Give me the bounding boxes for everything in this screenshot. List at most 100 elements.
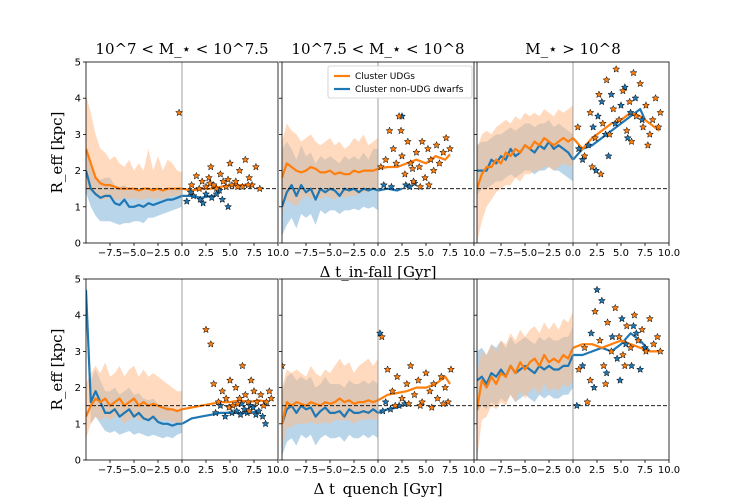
udg-star-point <box>414 376 423 384</box>
y-tick-label: 1 <box>75 202 81 213</box>
udg-star-point <box>651 93 660 102</box>
udg-star-point <box>233 182 242 191</box>
column-title: M_⋆ > 10^8 <box>525 40 621 58</box>
udg-star-point <box>231 177 240 185</box>
y-tick-label: 0 <box>75 239 81 250</box>
udg-star-point <box>251 162 260 171</box>
udg-star-point <box>586 376 595 384</box>
udg-star-point <box>656 347 665 355</box>
dwarf-star-point <box>621 339 630 348</box>
udg-star-point <box>425 386 434 395</box>
udg-star-point <box>212 184 221 193</box>
dwarf-star-point <box>261 419 270 428</box>
column-title: 10^7 < M_⋆ < 10^7.5 <box>95 40 268 58</box>
udg-star-point <box>218 386 227 395</box>
y-tick-label: 5 <box>75 275 81 286</box>
dwarf-star-point <box>607 90 616 99</box>
x-tick-label: 5.0 <box>613 248 629 259</box>
udg-star-point <box>586 108 595 117</box>
udg-star-point <box>432 140 441 149</box>
udg-star-point <box>435 159 444 167</box>
x-tick-label: 2.5 <box>394 465 410 476</box>
dwarf-star-point <box>186 188 195 196</box>
udg-star-point <box>437 372 446 381</box>
y-axis-label: R_eff [kpc] <box>48 329 66 411</box>
x-tick-label: 7.5 <box>442 465 458 476</box>
udg-star-point <box>416 401 425 410</box>
udg-star-point <box>192 171 201 180</box>
dwarf-star-point <box>632 329 641 337</box>
udg-star-point <box>256 390 265 399</box>
udg-star-point <box>445 144 455 153</box>
udg-star-point <box>195 184 204 193</box>
x-tick-label: 10.0 <box>658 248 680 259</box>
y-tick-label: 2 <box>75 166 81 177</box>
x-tick-label: 0.0 <box>565 465 581 476</box>
udg-star-point <box>442 133 451 142</box>
udg-star-point <box>632 112 641 120</box>
udg-star-point <box>429 166 438 175</box>
x-tick-label: −7.5 <box>294 465 318 476</box>
x-tick-label: 10.0 <box>658 465 680 476</box>
udg-star-point <box>204 173 213 182</box>
udg-star-point <box>265 386 274 395</box>
y-tick-label: 4 <box>75 94 81 105</box>
udg-star-point <box>406 361 415 370</box>
x-tick-label: −7.5 <box>98 248 122 259</box>
x-tick-label: 7.5 <box>442 248 458 259</box>
x-tick-label: −2.5 <box>537 248 561 259</box>
y-tick-label: 5 <box>75 58 81 69</box>
legend-label: Cluster UDGs <box>355 72 415 82</box>
dwarf-star-point <box>189 191 198 200</box>
udg-star-point <box>648 115 657 124</box>
column-title: 10^7.5 < M_⋆ < 10^8 <box>291 40 464 58</box>
x-tick-label: 0.0 <box>174 248 190 259</box>
x-tick-label: 7.5 <box>637 465 653 476</box>
panel-r0-c0: −7.5 −5.0 −2.5 0.0 2.5 5.0 7.5 10.0 0 1 2 3 4 5 <box>75 58 290 260</box>
x-tick-label: 5.0 <box>222 465 238 476</box>
dwarf-star-point <box>631 93 640 102</box>
udg-star-point <box>596 169 605 178</box>
udg-star-point <box>410 390 419 399</box>
x-tick-label: 5.0 <box>222 248 238 259</box>
udg-star-point <box>222 182 231 191</box>
udg-star-point <box>420 173 430 182</box>
dwarf-star-point <box>629 321 638 330</box>
udg-post-line <box>572 111 661 150</box>
udg-star-point <box>421 368 431 377</box>
dwarf-star-point <box>578 155 587 164</box>
udg-post-line <box>377 375 451 402</box>
udg-star-point <box>247 376 256 384</box>
x-tick-label: −5.0 <box>318 248 342 259</box>
udg-star-point <box>622 321 631 330</box>
dwarf-star-point <box>227 408 236 417</box>
udg-star-point <box>645 314 654 323</box>
x-tick-label: 2.5 <box>394 248 410 259</box>
x-tick-label: 7.5 <box>246 248 262 259</box>
dwarf-star-point <box>254 406 263 415</box>
udg-star-point <box>591 307 600 316</box>
udg-star-point <box>198 177 207 185</box>
dwarf-star-point <box>574 144 583 153</box>
dwarf-star-point <box>589 122 598 131</box>
udg-star-point <box>588 162 597 171</box>
x-tick-label: 7.5 <box>246 465 262 476</box>
dwarf-star-point <box>182 197 191 205</box>
udg-star-point <box>446 365 456 373</box>
udg-star-point <box>634 336 643 344</box>
dwarf-star-point <box>613 354 622 363</box>
dwarf-star-point <box>218 195 227 204</box>
udg-median-line <box>477 347 575 410</box>
dwarf-post-line <box>572 107 647 161</box>
x-tick-label: −5.0 <box>513 248 537 259</box>
udg-star-point <box>206 162 215 171</box>
x-tick-label: −5.0 <box>122 248 146 259</box>
x-tick-label: −2.5 <box>146 248 170 259</box>
x-tick-label: −2.5 <box>537 465 561 476</box>
udg-star-point <box>418 137 427 146</box>
udg-star-point <box>573 122 582 131</box>
dwarf-star-point <box>616 101 626 109</box>
dwarf-star-point <box>627 361 636 370</box>
dwarf-median-line <box>86 170 183 208</box>
udg-star-point <box>377 332 386 341</box>
